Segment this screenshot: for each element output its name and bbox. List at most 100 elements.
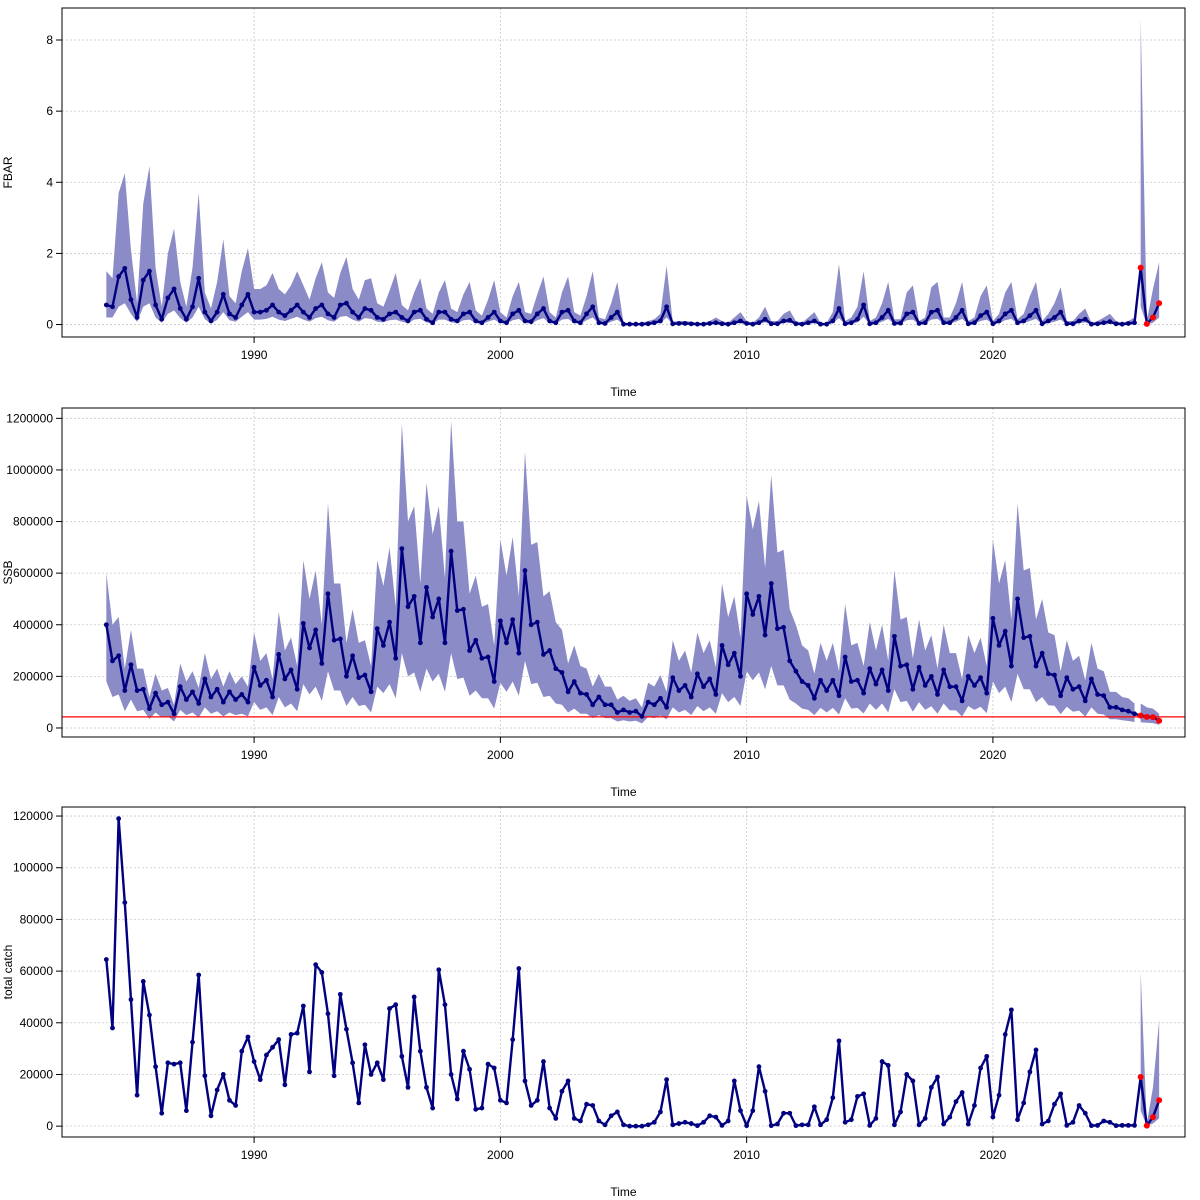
- fbar-data-point: [559, 309, 565, 315]
- catch-plot-frame: [61, 806, 1186, 1138]
- ssb-data-point: [953, 684, 959, 690]
- catch-data-point: [467, 1066, 472, 1072]
- catch-data-point: [762, 1088, 768, 1094]
- catch-data-point: [842, 1119, 848, 1125]
- ssb-data-point: [608, 702, 614, 708]
- fbar-data-point: [159, 316, 165, 322]
- catch-data-point: [128, 997, 134, 1002]
- fbar-data-point: [793, 321, 799, 327]
- catch-y-tick-label: 80000: [20, 912, 54, 926]
- fbar-data-point: [461, 311, 466, 317]
- ssb-data-point: [1052, 672, 1057, 678]
- fbar-data-point: [516, 307, 522, 313]
- fbar-data-point: [491, 309, 497, 315]
- catch-y-tick-label: 40000: [20, 1016, 54, 1030]
- fbar-data-point: [639, 321, 645, 327]
- ssb-data-point: [738, 673, 743, 679]
- fbar-data-point: [319, 302, 325, 308]
- ssb-data-point: [879, 667, 885, 673]
- catch-data-point: [251, 1059, 257, 1064]
- ssb-data-point: [1125, 708, 1131, 714]
- catch-data-point: [1107, 1119, 1113, 1125]
- fbar-data-point: [448, 316, 454, 322]
- fbar-data-point: [590, 304, 596, 310]
- fbar-data-point: [1101, 320, 1107, 326]
- ssb-data-point: [898, 663, 903, 669]
- fbar-data-point: [399, 315, 405, 320]
- catch-data-point: [559, 1088, 565, 1094]
- fbar-data-point: [485, 315, 491, 320]
- catch-data-point: [935, 1074, 940, 1080]
- catch-data-point: [331, 1073, 337, 1079]
- fbar-data-point: [110, 304, 115, 310]
- catch-data-point: [288, 1032, 294, 1037]
- ssb-data-point: [1064, 675, 1070, 681]
- ssb-data-point: [744, 591, 750, 597]
- catch-data-point: [171, 1061, 177, 1067]
- ssb-data-point: [319, 661, 325, 666]
- catch-data-point: [565, 1078, 571, 1084]
- catch-data-point: [479, 1105, 485, 1111]
- ssb-data-point: [350, 653, 355, 659]
- ssb-data-point: [473, 637, 479, 643]
- ssb-data-point: [750, 612, 756, 617]
- ssb-data-point: [775, 626, 780, 632]
- ssb-data-point: [270, 694, 275, 700]
- catch-data-point: [811, 1104, 817, 1110]
- ssb-data-point: [725, 662, 731, 668]
- fbar-data-point: [848, 320, 854, 326]
- ssb-data-point: [165, 699, 171, 705]
- fbar-data-point: [208, 318, 214, 324]
- ssb-data-point: [959, 698, 965, 704]
- ssb-data-point: [368, 689, 374, 695]
- fbar-y-tick-label: 0: [46, 318, 53, 332]
- catch-data-point: [307, 1069, 312, 1075]
- catch-data-point: [725, 1118, 731, 1124]
- ssb-data-point: [731, 650, 737, 656]
- ssb-data-point: [941, 667, 947, 673]
- catch-data-point: [910, 1078, 916, 1084]
- catch-y-tick-label: 120000: [13, 809, 53, 823]
- catch-data-point: [651, 1119, 657, 1125]
- ssb-data-point: [436, 596, 442, 602]
- catch-data-point: [1119, 1122, 1125, 1128]
- fbar-data-point: [818, 321, 823, 327]
- ssb-data-point: [811, 695, 817, 701]
- fbar-data-point: [750, 321, 756, 327]
- ssb-data-point: [325, 591, 331, 597]
- ssb-data-point: [140, 686, 146, 692]
- fbar-forecast-point: [1143, 320, 1150, 327]
- catch-data-point: [984, 1053, 990, 1059]
- catch-data-point: [1033, 1047, 1039, 1053]
- ssb-data-point: [313, 627, 319, 633]
- ssb-data-point: [762, 632, 768, 638]
- catch-data-point: [664, 1077, 669, 1083]
- ssb-data-point: [110, 658, 115, 664]
- ssb-data-point: [264, 677, 269, 683]
- catch-data-point: [793, 1123, 799, 1129]
- fbar-data-point: [627, 321, 633, 327]
- ssb-data-point: [756, 593, 762, 599]
- catch-data-point: [959, 1090, 965, 1095]
- catch-forecast-point: [1137, 1074, 1144, 1081]
- ssb-data-point: [658, 695, 663, 701]
- fbar-data-point: [682, 321, 688, 326]
- fbar-data-point: [245, 291, 251, 297]
- fbar-data-point: [596, 320, 602, 326]
- ssb-data-point: [928, 673, 934, 679]
- ssb-data-point: [430, 614, 436, 620]
- catch-data-point: [836, 1038, 842, 1044]
- fbar-confidence-band-0: [106, 166, 1135, 325]
- fbar-forecast-line: [1139, 267, 1161, 326]
- ssb-confidence-band-0: [106, 420, 1135, 724]
- catch-x-tick-label: 2020: [980, 1148, 1007, 1162]
- ssb-data-point: [288, 667, 294, 673]
- catch-data-point: [990, 1114, 996, 1120]
- fbar-data-point: [165, 295, 171, 301]
- fbar-data-point: [374, 315, 380, 320]
- fbar-data-point: [996, 318, 1002, 324]
- ssb-data-point: [1015, 596, 1020, 602]
- fbar-data-point: [571, 318, 577, 324]
- ssb-data-point: [276, 652, 282, 657]
- fbar-data-point: [614, 309, 620, 315]
